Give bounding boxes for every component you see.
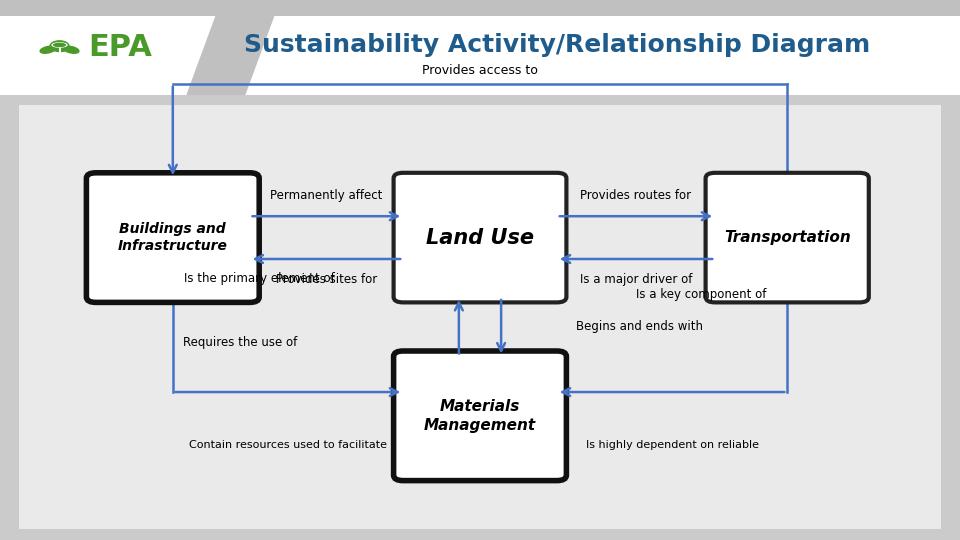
Text: Begins and ends with: Begins and ends with <box>576 320 703 333</box>
FancyBboxPatch shape <box>394 351 566 481</box>
Text: Transportation: Transportation <box>724 230 851 245</box>
Text: Sustainability Activity/Relationship Diagram: Sustainability Activity/Relationship Dia… <box>244 32 870 57</box>
Text: Requires the use of: Requires the use of <box>182 336 298 349</box>
FancyBboxPatch shape <box>394 173 566 302</box>
Text: Buildings and
Infrastructure: Buildings and Infrastructure <box>118 222 228 253</box>
FancyBboxPatch shape <box>86 173 259 302</box>
Text: Materials
Management: Materials Management <box>424 399 536 433</box>
Text: Permanently affect: Permanently affect <box>270 189 383 202</box>
Text: ⬤: ⬤ <box>58 43 67 52</box>
Text: Contain resources used to facilitate: Contain resources used to facilitate <box>189 441 387 450</box>
Text: Is the primary element of: Is the primary element of <box>183 272 335 285</box>
Ellipse shape <box>52 43 67 47</box>
Text: Land Use: Land Use <box>426 227 534 248</box>
Text: Provides routes for: Provides routes for <box>581 189 691 202</box>
Ellipse shape <box>40 46 56 53</box>
Text: Is a major driver of: Is a major driver of <box>580 273 692 286</box>
Polygon shape <box>187 16 274 94</box>
Circle shape <box>50 41 69 51</box>
Text: EPA: EPA <box>88 33 153 62</box>
Text: Is a key component of: Is a key component of <box>636 288 766 301</box>
Text: Provides sites for: Provides sites for <box>276 273 377 286</box>
Text: Is highly dependent on reliable: Is highly dependent on reliable <box>586 441 758 450</box>
Ellipse shape <box>54 44 65 46</box>
FancyBboxPatch shape <box>706 173 869 302</box>
Text: Provides access to: Provides access to <box>422 64 538 77</box>
FancyBboxPatch shape <box>0 0 960 16</box>
Ellipse shape <box>63 46 79 53</box>
FancyBboxPatch shape <box>0 16 960 94</box>
FancyBboxPatch shape <box>19 105 941 529</box>
